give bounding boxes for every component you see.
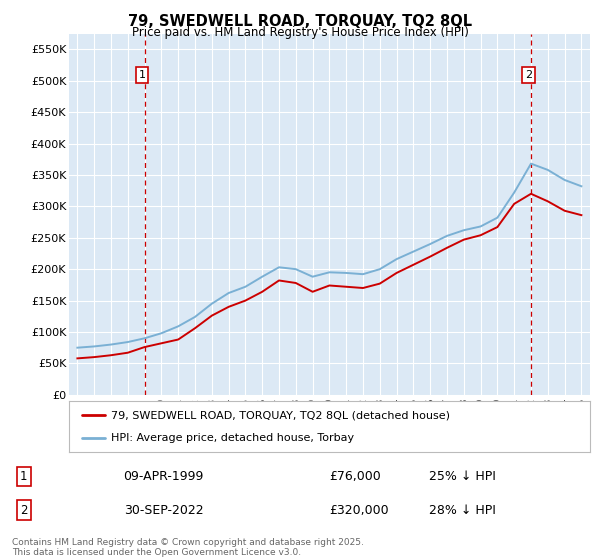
- Text: 09-APR-1999: 09-APR-1999: [124, 470, 204, 483]
- Text: Price paid vs. HM Land Registry's House Price Index (HPI): Price paid vs. HM Land Registry's House …: [131, 26, 469, 39]
- Text: HPI: Average price, detached house, Torbay: HPI: Average price, detached house, Torb…: [110, 433, 354, 443]
- Text: 1: 1: [139, 70, 146, 80]
- Text: 30-SEP-2022: 30-SEP-2022: [124, 503, 203, 517]
- Text: £76,000: £76,000: [329, 470, 381, 483]
- Text: 1: 1: [20, 470, 28, 483]
- Text: 79, SWEDWELL ROAD, TORQUAY, TQ2 8QL (detached house): 79, SWEDWELL ROAD, TORQUAY, TQ2 8QL (det…: [110, 410, 449, 421]
- Text: 2: 2: [525, 70, 532, 80]
- Text: Contains HM Land Registry data © Crown copyright and database right 2025.
This d: Contains HM Land Registry data © Crown c…: [12, 538, 364, 557]
- Text: 2: 2: [20, 503, 28, 517]
- Text: 28% ↓ HPI: 28% ↓ HPI: [430, 503, 496, 517]
- Text: 79, SWEDWELL ROAD, TORQUAY, TQ2 8QL: 79, SWEDWELL ROAD, TORQUAY, TQ2 8QL: [128, 14, 472, 29]
- Text: 25% ↓ HPI: 25% ↓ HPI: [430, 470, 496, 483]
- Text: £320,000: £320,000: [329, 503, 389, 517]
